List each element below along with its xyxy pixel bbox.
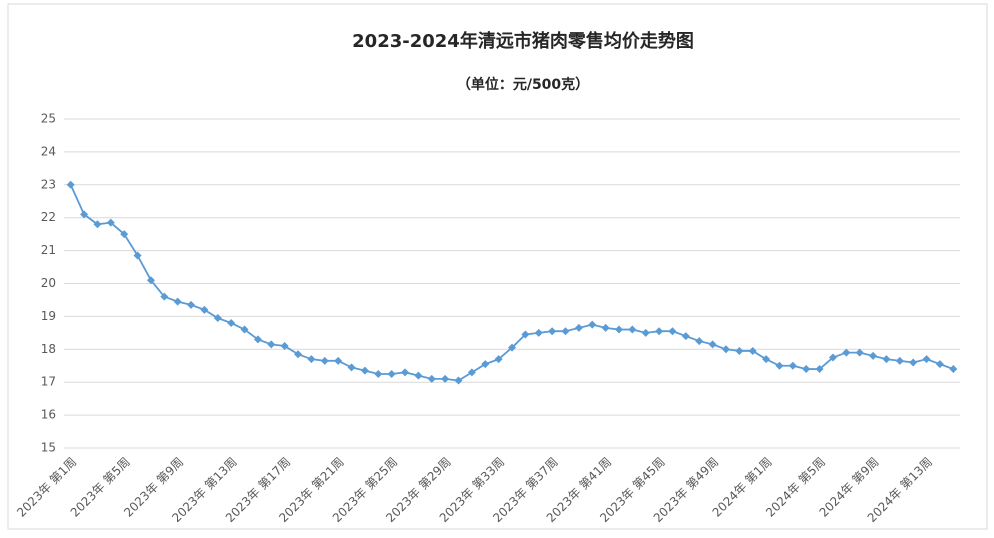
- data-point: [240, 325, 249, 334]
- data-point: [721, 345, 730, 354]
- y-tick-label: 18: [41, 342, 56, 356]
- chart-subtitle: （单位：元/500克）: [457, 76, 589, 93]
- data-point: [93, 220, 102, 229]
- data-point: [708, 340, 717, 349]
- data-point: [173, 297, 182, 306]
- data-point: [909, 358, 918, 367]
- data-point: [481, 360, 490, 369]
- data-point: [227, 318, 236, 327]
- y-tick-label: 22: [41, 210, 56, 224]
- data-point: [454, 376, 463, 385]
- data-point: [735, 346, 744, 355]
- y-tick-label: 23: [41, 177, 56, 191]
- data-point: [267, 340, 276, 349]
- data-point: [668, 327, 677, 336]
- data-point: [935, 360, 944, 369]
- data-point: [200, 305, 209, 314]
- data-point: [882, 355, 891, 364]
- data-point: [949, 365, 958, 374]
- data-point: [253, 335, 262, 344]
- data-point: [548, 327, 557, 336]
- data-point: [494, 355, 503, 364]
- data-point: [574, 323, 583, 332]
- data-point: [614, 325, 623, 334]
- data-point: [441, 374, 450, 383]
- y-tick-label: 21: [41, 243, 56, 257]
- data-point: [628, 325, 637, 334]
- y-tick-label: 15: [41, 441, 56, 455]
- data-point: [320, 356, 329, 365]
- data-point: [427, 374, 436, 383]
- data-point: [414, 371, 423, 380]
- data-point: [815, 365, 824, 374]
- y-tick-label: 25: [41, 112, 56, 126]
- data-point: [842, 348, 851, 357]
- data-point: [695, 337, 704, 346]
- data-point: [601, 323, 610, 332]
- data-point: [855, 348, 864, 357]
- data-point: [307, 355, 316, 364]
- y-tick-label: 20: [41, 276, 56, 290]
- data-point: [467, 368, 476, 377]
- data-point: [508, 343, 516, 352]
- chart-title: 2023-2024年清远市猪肉零售均价走势图: [352, 30, 694, 52]
- data-point: [334, 356, 343, 365]
- data-point: [681, 332, 690, 341]
- data-point: [80, 210, 89, 219]
- y-tick-label: 19: [41, 309, 56, 323]
- data-point: [521, 330, 530, 339]
- data-point: [828, 353, 837, 362]
- data-point: [280, 342, 289, 351]
- data-point: [401, 368, 410, 377]
- data-point: [802, 365, 811, 374]
- data-point: [360, 366, 369, 375]
- data-point: [146, 276, 155, 285]
- y-tick-label: 16: [41, 408, 56, 422]
- data-point: [775, 361, 784, 370]
- data-point: [347, 363, 356, 372]
- data-point: [133, 251, 142, 260]
- chart-frame: [7, 3, 988, 530]
- data-point: [387, 369, 396, 378]
- data-point: [748, 346, 757, 355]
- data-point: [374, 369, 383, 378]
- data-point: [655, 327, 664, 336]
- data-point: [641, 328, 650, 337]
- data-point: [66, 180, 75, 189]
- data-point: [762, 355, 771, 364]
- data-point: [213, 314, 222, 323]
- data-point: [869, 351, 878, 360]
- data-point: [788, 361, 797, 370]
- data-point: [895, 356, 904, 365]
- data-point: [588, 320, 597, 329]
- data-point: [187, 300, 196, 309]
- y-tick-label: 17: [41, 375, 56, 389]
- data-point: [534, 328, 543, 337]
- data-point: [922, 355, 931, 364]
- data-point: [160, 292, 169, 301]
- y-tick-label: 24: [41, 144, 56, 158]
- data-point: [120, 230, 129, 239]
- data-point: [106, 218, 115, 227]
- data-point: [294, 350, 303, 359]
- data-point: [561, 327, 570, 336]
